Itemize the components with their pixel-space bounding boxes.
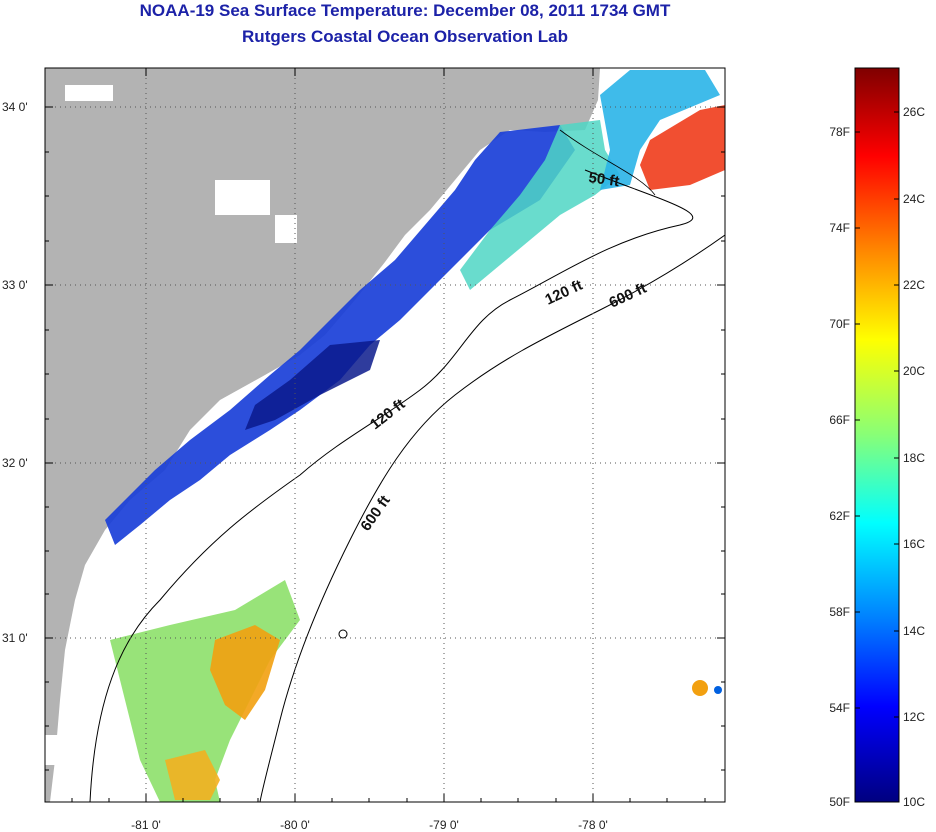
lat-label: 33 0' bbox=[2, 278, 28, 292]
cloud-gap bbox=[275, 215, 297, 243]
colorbar-c-label: 22C bbox=[903, 278, 925, 292]
sst-warm-offshore bbox=[640, 105, 725, 190]
colorbar-f-label: 70F bbox=[829, 317, 850, 331]
colorbar-c-label: 16C bbox=[903, 537, 925, 551]
sst-patch bbox=[692, 680, 708, 696]
map-title: NOAA-19 Sea Surface Temperature: Decembe… bbox=[139, 1, 671, 20]
colorbar-f-label: 74F bbox=[829, 221, 850, 235]
lon-label: -81 0' bbox=[131, 818, 161, 832]
colorbar-c-label: 10C bbox=[903, 795, 925, 809]
land-mass bbox=[45, 68, 600, 802]
colorbar-c-label: 20C bbox=[903, 364, 925, 378]
contour-600ft bbox=[259, 234, 725, 802]
colorbar-c-label: 24C bbox=[903, 192, 925, 206]
contour-label: 50 ft bbox=[587, 169, 620, 190]
colorbar-f-label: 58F bbox=[829, 605, 850, 619]
sst-patch bbox=[714, 686, 722, 694]
cloud-gap bbox=[65, 85, 113, 101]
colorbar-c-label: 18C bbox=[903, 451, 925, 465]
contour-120ft bbox=[89, 169, 694, 802]
sst-mid-band bbox=[460, 120, 620, 290]
contour-50ft bbox=[559, 129, 656, 196]
map-frame bbox=[44, 67, 726, 803]
colorbar-f-label: 78F bbox=[829, 125, 850, 139]
sst-cold-band bbox=[105, 125, 575, 545]
colorbar bbox=[854, 67, 900, 803]
map-ticks bbox=[45, 68, 725, 802]
cloud-gap bbox=[215, 180, 270, 215]
lon-label: -79 0' bbox=[429, 818, 459, 832]
lat-label: 32 0' bbox=[2, 456, 28, 470]
lon-label: -80 0' bbox=[280, 818, 310, 832]
lat-label: 34 0' bbox=[2, 100, 28, 114]
sst-warmest-south bbox=[210, 625, 280, 720]
colorbar-c-label: 26C bbox=[903, 105, 925, 119]
colorbar-ticks bbox=[855, 111, 899, 718]
lat-label: 31 0' bbox=[2, 631, 28, 645]
colorbar-c-label: 12C bbox=[903, 710, 925, 724]
colorbar-c-label: 14C bbox=[903, 624, 925, 638]
colorbar-f-label: 54F bbox=[829, 701, 850, 715]
sst-warmest-south bbox=[165, 750, 220, 800]
colorbar-f-label: 50F bbox=[829, 795, 850, 809]
lon-label: -78 0' bbox=[578, 818, 608, 832]
map-subtitle: Rutgers Coastal Ocean Observation Lab bbox=[242, 27, 568, 46]
contour-island bbox=[338, 629, 348, 639]
colorbar-f-label: 62F bbox=[829, 509, 850, 523]
sst-mid-band bbox=[600, 70, 720, 190]
colorbar-f-label: 66F bbox=[829, 413, 850, 427]
graticule bbox=[45, 68, 725, 802]
cloud-gap bbox=[45, 735, 70, 765]
sst-deep-cold-band bbox=[245, 340, 380, 430]
